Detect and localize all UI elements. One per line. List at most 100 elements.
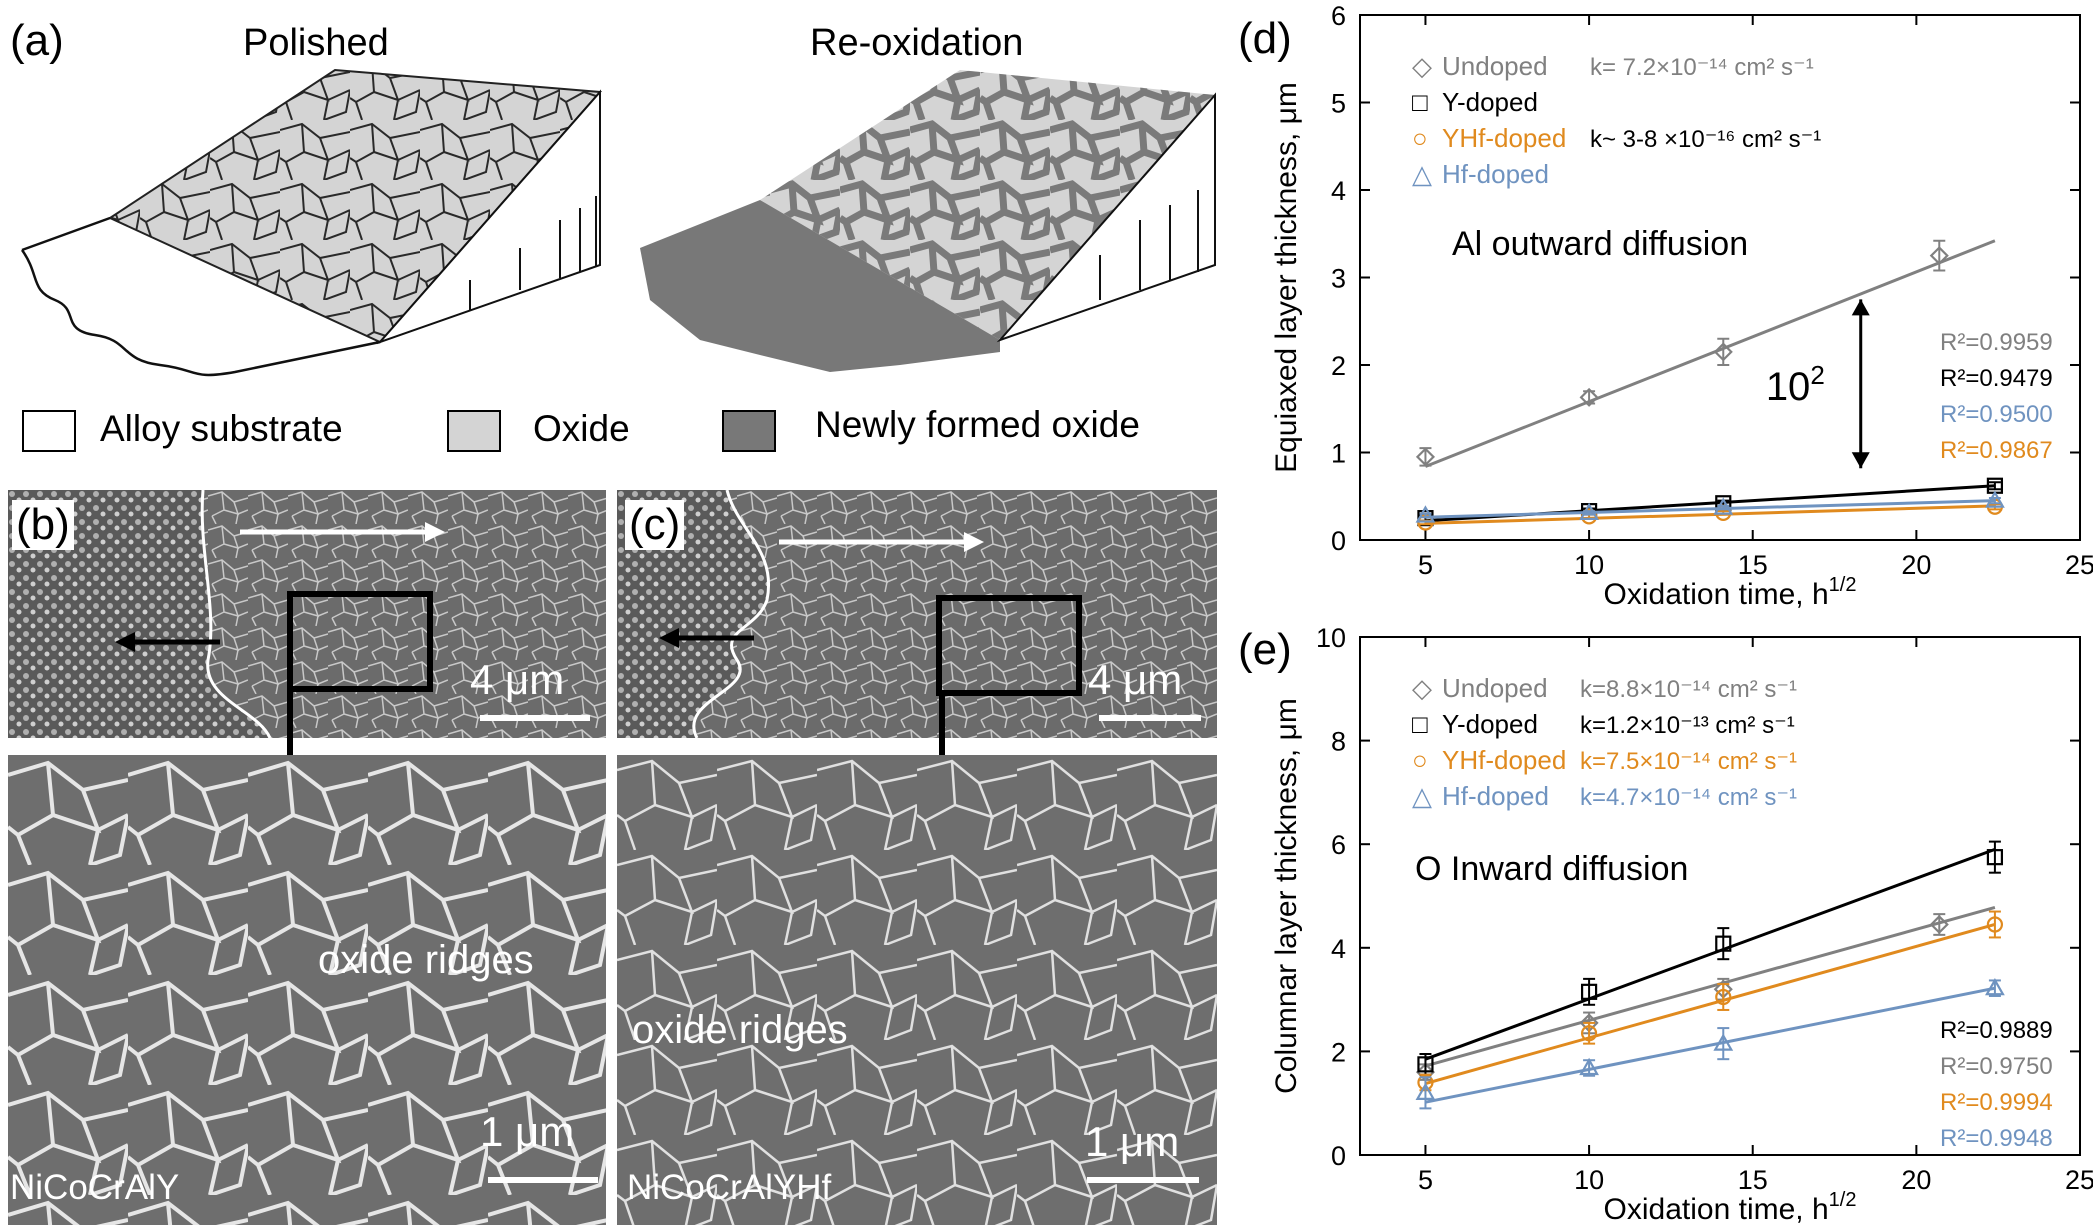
chart-d: 5 10 15 20 25 0 1 2 3 4 5 6 Oxidation time, h1/2 Equi… (1270, 1, 2093, 611)
data-point-yhf (1580, 1025, 1598, 1042)
sem-b-scale-top: 4 μm (470, 656, 565, 703)
x-tick-label: 5 (1418, 550, 1433, 580)
legend-k-yhf: k=7.5×10⁻¹⁴ cm² s⁻¹ (1580, 748, 1797, 775)
sem-c-arrows (659, 532, 1201, 786)
legend-k-ydoped: k=1.2×10⁻¹³ cm² s⁻¹ (1580, 712, 1795, 739)
legend-marker-ydoped: □ (1412, 87, 1428, 117)
legend-marker-undoped: ◇ (1412, 673, 1432, 703)
schematic-diagram (20, 68, 1216, 377)
data-point-ydoped (1986, 849, 2004, 866)
sem-c-ridges-label: oxide ridges (632, 1008, 848, 1052)
reoxidation-title: Re-oxidation (810, 22, 1024, 64)
r-squared-yhf: R²=0.9994 (1940, 1089, 2053, 1116)
r-squared-undoped: R²=0.9750 (1940, 1053, 2053, 1080)
sem-b-sample-label: NiCoCrAlY (10, 1168, 180, 1207)
ratio-label: 102 (1766, 360, 1825, 409)
panel-a-label: (a) (10, 16, 64, 65)
r-squared-hf: R²=0.9500 (1940, 401, 2053, 428)
sem-c-bottom (617, 755, 1217, 1225)
data-point-ydoped (1715, 935, 1732, 952)
data-point-undoped (1929, 914, 1949, 935)
legend-label-yhf: YHf-doped (1442, 745, 1566, 775)
x-tick-label: 10 (1574, 550, 1604, 580)
ratio-arrow-head-down (1851, 452, 1870, 469)
data-point-yhf (1986, 916, 2004, 933)
data-point-hf (1415, 1082, 1436, 1100)
ratio-label-sup: 2 (1810, 360, 1824, 390)
legend-k-undoped: k= 7.2×10⁻¹⁴ cm² s⁻¹ (1590, 54, 1814, 81)
panel-e-label: (e) (1238, 625, 1292, 674)
legend-label-yhf: YHf-doped (1442, 123, 1566, 153)
x-axis-label-sup: 1/2 (1829, 1189, 1857, 1211)
diffusion-annotation: Al outward diffusion (1452, 225, 1748, 263)
y-tick-label: 6 (1331, 830, 1346, 860)
y-tick-label: 8 (1331, 727, 1346, 757)
y-tick-label: 6 (1331, 1, 1346, 31)
y-tick-label: 3 (1331, 264, 1346, 294)
y-tick-label: 4 (1331, 176, 1346, 206)
sem-b-arrows (115, 522, 590, 780)
y-tick-label: 1 (1331, 439, 1346, 469)
legend-k-hf: k=4.7×10⁻¹⁴ cm² s⁻¹ (1580, 784, 1797, 811)
r-squared-yhf: R²=0.9867 (1940, 437, 2053, 464)
legend-k-yhf: k~ 3-8 ×10⁻¹⁶ cm² s⁻¹ (1590, 126, 1821, 153)
r-squared-undoped: R²=0.9959 (1940, 329, 2053, 356)
x-tick-label: 15 (1738, 1165, 1768, 1195)
y-tick-label: 2 (1331, 1037, 1346, 1067)
r-squared-ydoped: R²=0.9889 (1940, 1017, 2053, 1044)
fit-line-undoped (1424, 239, 1996, 468)
x-tick-label: 20 (1901, 1165, 1931, 1195)
y-tick-label: 4 (1331, 934, 1346, 964)
sem-c-scale-bottom: 1 μm (1085, 1118, 1180, 1165)
y-tick-label: 5 (1331, 89, 1346, 119)
y-tick-label: 10 (1316, 623, 1346, 653)
fit-line-hf (1425, 499, 1995, 519)
data-point-yhf (1715, 988, 1732, 1006)
ratio-arrow-head-up (1851, 299, 1870, 316)
series-undoped (1415, 239, 1996, 468)
series-yhf (1417, 910, 2004, 1092)
series-hf (1415, 977, 2005, 1110)
sem-b-ridges-label: oxide ridges (318, 938, 534, 982)
legend-marker-ydoped: □ (1412, 709, 1428, 739)
r-squared-hf: R²=0.9948 (1940, 1125, 2053, 1152)
y-tick-label: 2 (1331, 351, 1346, 381)
legend-swatch-oxide (447, 410, 501, 452)
legend-label-ydoped: Y-doped (1442, 709, 1538, 739)
data-point-hf (1713, 497, 1734, 515)
data-point-hf (1579, 502, 1599, 520)
polished-block (20, 68, 603, 377)
fit-line-yhf (1425, 923, 1996, 1085)
legend-label-oxide: Oxide (533, 408, 630, 449)
polished-title: Polished (243, 22, 389, 64)
fit-line-hf (1425, 986, 1996, 1104)
panel-c-label: (c) (625, 500, 685, 550)
data-point-undoped (1929, 246, 1949, 266)
reoxidation-block (640, 70, 1216, 372)
plot-frame (1359, 636, 2081, 1156)
diffusion-annotation: O Inward diffusion (1415, 850, 1688, 888)
y-tick-label: 0 (1331, 526, 1346, 556)
y-tick-label: 0 (1331, 1141, 1346, 1171)
legend-label-hf: Hf-doped (1442, 159, 1549, 189)
x-tick-label: 5 (1418, 1165, 1433, 1195)
legend-label-undoped: Undoped (1442, 673, 1548, 703)
y-axis-label: Columnar layer thickness, μm (1270, 698, 1303, 1094)
legend-swatch-alloy (22, 410, 76, 452)
legend-marker-hf: △ (1412, 781, 1432, 811)
legend-k-undoped: k=8.8×10⁻¹⁴ cm² s⁻¹ (1580, 676, 1797, 703)
sem-c-top (617, 490, 1217, 738)
x-tick-label: 20 (1901, 550, 1931, 580)
sem-c-sample-label: NiCoCrAlYHf (627, 1168, 832, 1207)
legend-marker-hf: △ (1412, 159, 1432, 189)
fit-line-yhf (1425, 504, 1995, 525)
series-hf (1415, 490, 2005, 523)
x-axis-label: Oxidation time, h1/2 (1604, 1189, 1857, 1226)
series-undoped (1415, 905, 1996, 1082)
x-tick-label: 25 (2065, 550, 2093, 580)
data-point-ydoped (1417, 1056, 1434, 1073)
sem-b-scale-bottom: 1 μm (480, 1108, 575, 1155)
sem-c-scale-top: 4 μm (1088, 656, 1183, 703)
data-point-hf (1713, 1033, 1734, 1051)
